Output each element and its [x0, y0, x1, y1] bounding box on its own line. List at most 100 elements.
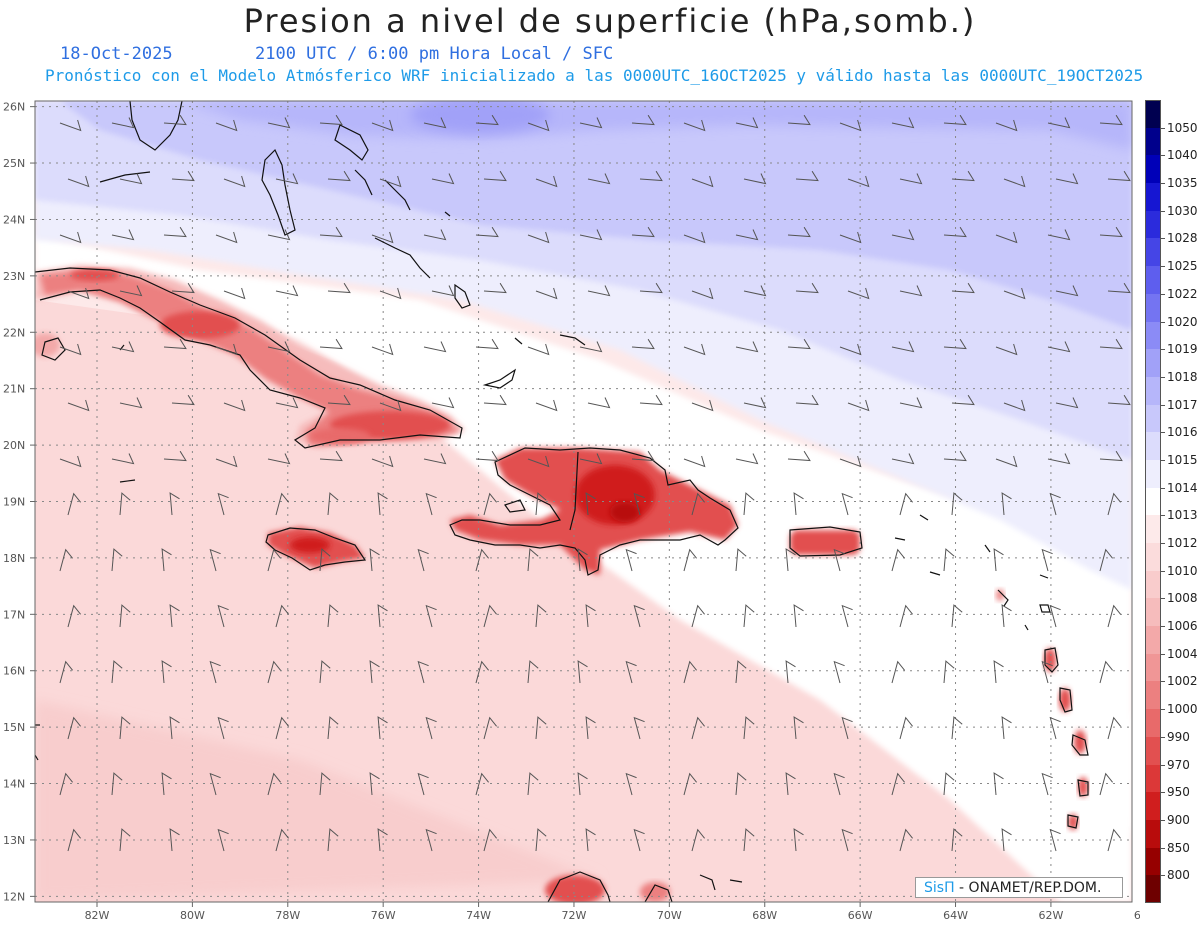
- wind-barb: [275, 173, 299, 185]
- colorbar-label: 850: [1167, 840, 1190, 855]
- wind-barb: [735, 341, 759, 353]
- wind-barb: [423, 341, 447, 353]
- wind-barb: [275, 397, 299, 409]
- wind-barb: [111, 453, 135, 465]
- colorbar-label: 1022: [1167, 286, 1198, 301]
- wind-barb: [119, 716, 131, 740]
- wind-barb: [431, 285, 455, 297]
- lon-label: 76W: [371, 909, 396, 922]
- wind-barb: [535, 828, 547, 852]
- wind-barb: [67, 604, 81, 628]
- wind-barb: [639, 394, 663, 406]
- wind-barb: [633, 604, 645, 628]
- wind-barb: [995, 455, 1018, 468]
- wind-barb: [995, 119, 1018, 132]
- colorbar-tick: [1161, 183, 1165, 185]
- wind-barb: [423, 453, 447, 465]
- wind-barb: [59, 772, 73, 796]
- wind-barb: [67, 828, 81, 852]
- wind-barb: [1107, 604, 1121, 628]
- wind-barb: [527, 772, 539, 796]
- colorbar-label: 1017: [1167, 397, 1198, 412]
- wind-barb: [535, 287, 558, 300]
- colorbar-tick: [1161, 847, 1165, 849]
- wind-barb: [171, 394, 195, 406]
- wind-barb: [1107, 492, 1121, 516]
- wind-barb: [67, 175, 90, 188]
- wind-barb: [417, 548, 429, 572]
- wind-barb: [683, 231, 706, 244]
- wind-barb: [841, 828, 853, 852]
- wind-barb: [1041, 548, 1053, 572]
- wind-barb: [1099, 114, 1123, 126]
- wind-barb: [163, 114, 187, 126]
- wind-barb: [319, 338, 343, 350]
- wind-barb: [1107, 394, 1131, 406]
- lon-label: 60W: [1134, 909, 1140, 922]
- wind-barb: [169, 604, 180, 628]
- wind-barb: [1099, 338, 1123, 350]
- wind-barb: [483, 604, 497, 628]
- wind-barb: [527, 119, 550, 132]
- wind-barb: [625, 772, 637, 796]
- colorbar-label: 990: [1167, 729, 1190, 744]
- wind-barb: [379, 399, 402, 412]
- lon-label: 64W: [943, 909, 968, 922]
- wind-barb: [217, 828, 229, 852]
- wind-barb: [217, 492, 229, 516]
- wind-barb: [527, 455, 550, 468]
- lon-label: 66W: [848, 909, 873, 922]
- wind-barb: [111, 117, 135, 129]
- wind-barb: [587, 173, 611, 185]
- wind-barb: [785, 548, 796, 572]
- wind-barb: [683, 548, 697, 572]
- wind-barb: [787, 338, 811, 350]
- wind-barb: [995, 231, 1018, 244]
- lat-label: 15N: [3, 721, 25, 734]
- wind-barb: [535, 175, 558, 188]
- colorbar-tick: [1161, 155, 1165, 157]
- wind-barb: [475, 772, 489, 796]
- lat-lon-grid: [35, 101, 1132, 902]
- wind-barb: [169, 492, 180, 516]
- wind-barb: [639, 170, 663, 182]
- wind-barb: [111, 660, 123, 684]
- colorbar-tick: [1161, 764, 1165, 766]
- wind-barb: [377, 828, 388, 852]
- lon-label: 68W: [752, 909, 777, 922]
- wind-barb: [483, 394, 507, 406]
- wind-barb: [67, 716, 81, 740]
- wind-barb: [215, 119, 238, 132]
- wind-barb: [171, 282, 195, 294]
- wind-barb: [847, 287, 870, 300]
- wind-barb: [267, 229, 291, 241]
- valid-date: 18-Oct-2025: [60, 44, 173, 64]
- wind-barb: [691, 828, 705, 852]
- lat-label: 12N: [3, 890, 25, 903]
- wind-barb: [425, 492, 437, 516]
- wind-barb: [319, 660, 331, 684]
- wind-barb: [369, 548, 380, 572]
- wind-barb: [795, 394, 819, 406]
- wind-barb: [535, 604, 547, 628]
- wind-barb: [833, 772, 845, 796]
- wind-barb: [209, 548, 221, 572]
- wind-barb: [735, 660, 747, 684]
- colorbar-tick: [1161, 432, 1165, 434]
- colorbar-label: 1015: [1167, 452, 1198, 467]
- lat-label: 26N: [3, 101, 25, 114]
- wind-barb: [377, 716, 388, 740]
- wind-barb: [417, 660, 429, 684]
- wind-barb: [1099, 660, 1113, 684]
- wind-barb: [111, 341, 135, 353]
- colorbar-label: 1025: [1167, 259, 1198, 274]
- wind-barb: [267, 660, 281, 684]
- wind-barb: [209, 660, 221, 684]
- wind-barb: [1049, 604, 1061, 628]
- wind-barb: [839, 455, 862, 468]
- wind-barb: [483, 282, 507, 294]
- wind-barb: [891, 229, 915, 241]
- colorbar-tick: [1161, 543, 1165, 545]
- wind-barb: [891, 660, 905, 684]
- wind-barb: [267, 548, 281, 572]
